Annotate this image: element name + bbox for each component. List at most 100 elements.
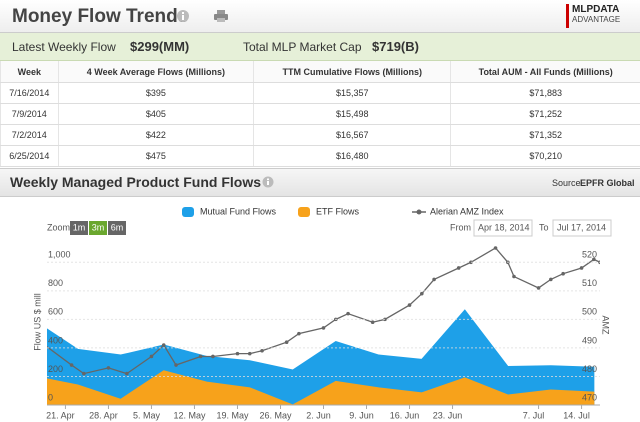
legend-swatch (182, 207, 194, 217)
y2-tick-label: 510 (582, 278, 597, 288)
point (82, 371, 86, 376)
y2-tick-label: 520 (582, 250, 597, 260)
cell: $395 (57, 82, 254, 104)
logo-line: MLPDATA (572, 4, 620, 15)
table-row: 7/16/2014 $395 $15,357 $71,883 (0, 82, 640, 104)
point (284, 340, 289, 345)
point (561, 271, 565, 276)
section-title: Weekly Managed Product Fund Flows (10, 174, 261, 190)
print-icon[interactable] (213, 9, 229, 23)
chart: Zoom 1m 3m 6m From Apr 18, 2014 To Jul 17, 2014… (32, 206, 612, 420)
point (149, 354, 154, 359)
zoom-button-label: 6m (111, 222, 124, 232)
zoom-button[interactable] (70, 221, 88, 235)
zoom-button-label: 3m (92, 222, 105, 232)
x-tick-label: 12. May (173, 410, 206, 420)
y2-axis-title: AMZ (601, 316, 611, 336)
area (47, 309, 595, 406)
title: Money Flow Trends (12, 6, 189, 27)
point (161, 343, 166, 347)
x-tick-label: 9. Jun (349, 410, 374, 420)
point (432, 277, 436, 282)
range-input[interactable] (552, 219, 612, 237)
y2-tick-label: 500 (582, 307, 597, 317)
point (247, 351, 252, 356)
cell: $15,498 (253, 103, 451, 125)
cell: $70,210 (450, 145, 640, 167)
y-tick-label: 200 (48, 364, 63, 374)
point (211, 354, 215, 359)
cell: $16,567 (253, 124, 451, 146)
table-row: 7/9/2014 $405 $15,498 $71,252 (0, 103, 640, 125)
cell: $71,883 (450, 82, 640, 104)
label: Latest Weekly Flow (12, 40, 116, 54)
legend-label: ETF Flows (316, 206, 360, 216)
summary: Latest Weekly Flow $299(MM) Total MLP Ma… (0, 33, 640, 61)
x-tick-label: 5. May (133, 410, 161, 420)
range-input[interactable] (473, 219, 533, 237)
point (106, 366, 111, 370)
column-header: TTM Cumulative Flows (Millions) (253, 61, 451, 83)
range-label: To (539, 222, 549, 232)
logo: MLPDATA ADVANTAGE (566, 4, 634, 28)
y-tick-label: 800 (48, 278, 63, 288)
y-tick-label: 400 (48, 335, 63, 345)
cell: 6/25/2014 (0, 145, 59, 167)
column-header: Total AUM - All Funds (Millions) (450, 61, 640, 83)
cell: $405 (57, 103, 254, 125)
cell: 7/16/2014 (0, 82, 59, 104)
point (579, 266, 584, 270)
y-tick-label: 1,000 (48, 250, 71, 260)
header: Money Flow Trends MLPDATA ADVANTAGE (0, 0, 640, 33)
table-header: Week 4 Week Average Flows (Millions) TTM C… (0, 61, 640, 83)
x-tick-label: 19. May (216, 410, 249, 420)
table-row: 6/25/2014 $475 $16,480 $70,210 (0, 145, 640, 167)
source: EPFR Global (580, 178, 635, 188)
point (321, 326, 326, 330)
y2-tick-label: 470 (582, 392, 597, 402)
point (512, 274, 516, 279)
info-icon[interactable] (262, 176, 274, 188)
point (125, 371, 129, 376)
cell: 7/9/2014 (0, 103, 59, 125)
info-icon[interactable] (176, 9, 190, 23)
x-tick-label: 28. Apr (89, 410, 118, 420)
point (407, 303, 412, 307)
point (346, 311, 350, 316)
zoom-button[interactable] (89, 221, 107, 235)
section-header: Weekly Managed Product Fund Flows Source… (0, 168, 640, 197)
line (47, 247, 600, 375)
logo-line: ADVANTAGE (572, 15, 621, 24)
x-tick-label: 26. May (259, 410, 292, 420)
zoom-button[interactable] (108, 221, 126, 235)
zoom-button-label: 1m (73, 222, 86, 232)
point (235, 351, 240, 356)
area (47, 370, 595, 406)
plot (47, 246, 600, 406)
point (370, 320, 375, 325)
point (297, 331, 301, 336)
x-tick-label: 23. Jun (433, 410, 463, 420)
column-header: Week (0, 61, 59, 83)
zoom-label: Zoom (47, 222, 70, 232)
point (260, 348, 264, 353)
cell: $71,352 (450, 124, 640, 146)
point (592, 257, 596, 262)
x-tick-label: 7. Jul (523, 410, 545, 420)
value: $299(MM) (130, 39, 190, 54)
point (69, 363, 74, 367)
x-tick-label: 2. Jun (306, 410, 331, 420)
x-tick-label: 14. Jul (563, 410, 590, 420)
cell: $475 (57, 145, 254, 167)
x-tick-label: 16. Jun (390, 410, 420, 420)
column-header: 4 Week Average Flows (Millions) (57, 61, 254, 83)
legend-label: Alerian AMZ Index (430, 206, 504, 216)
point (174, 363, 178, 367)
legend-swatch (298, 207, 310, 217)
y-tick-label: 0 (48, 392, 53, 402)
point (198, 354, 203, 359)
cell: $16,480 (253, 145, 451, 167)
point (493, 246, 498, 250)
y-axis-title: Flow US $ mill (32, 293, 42, 351)
